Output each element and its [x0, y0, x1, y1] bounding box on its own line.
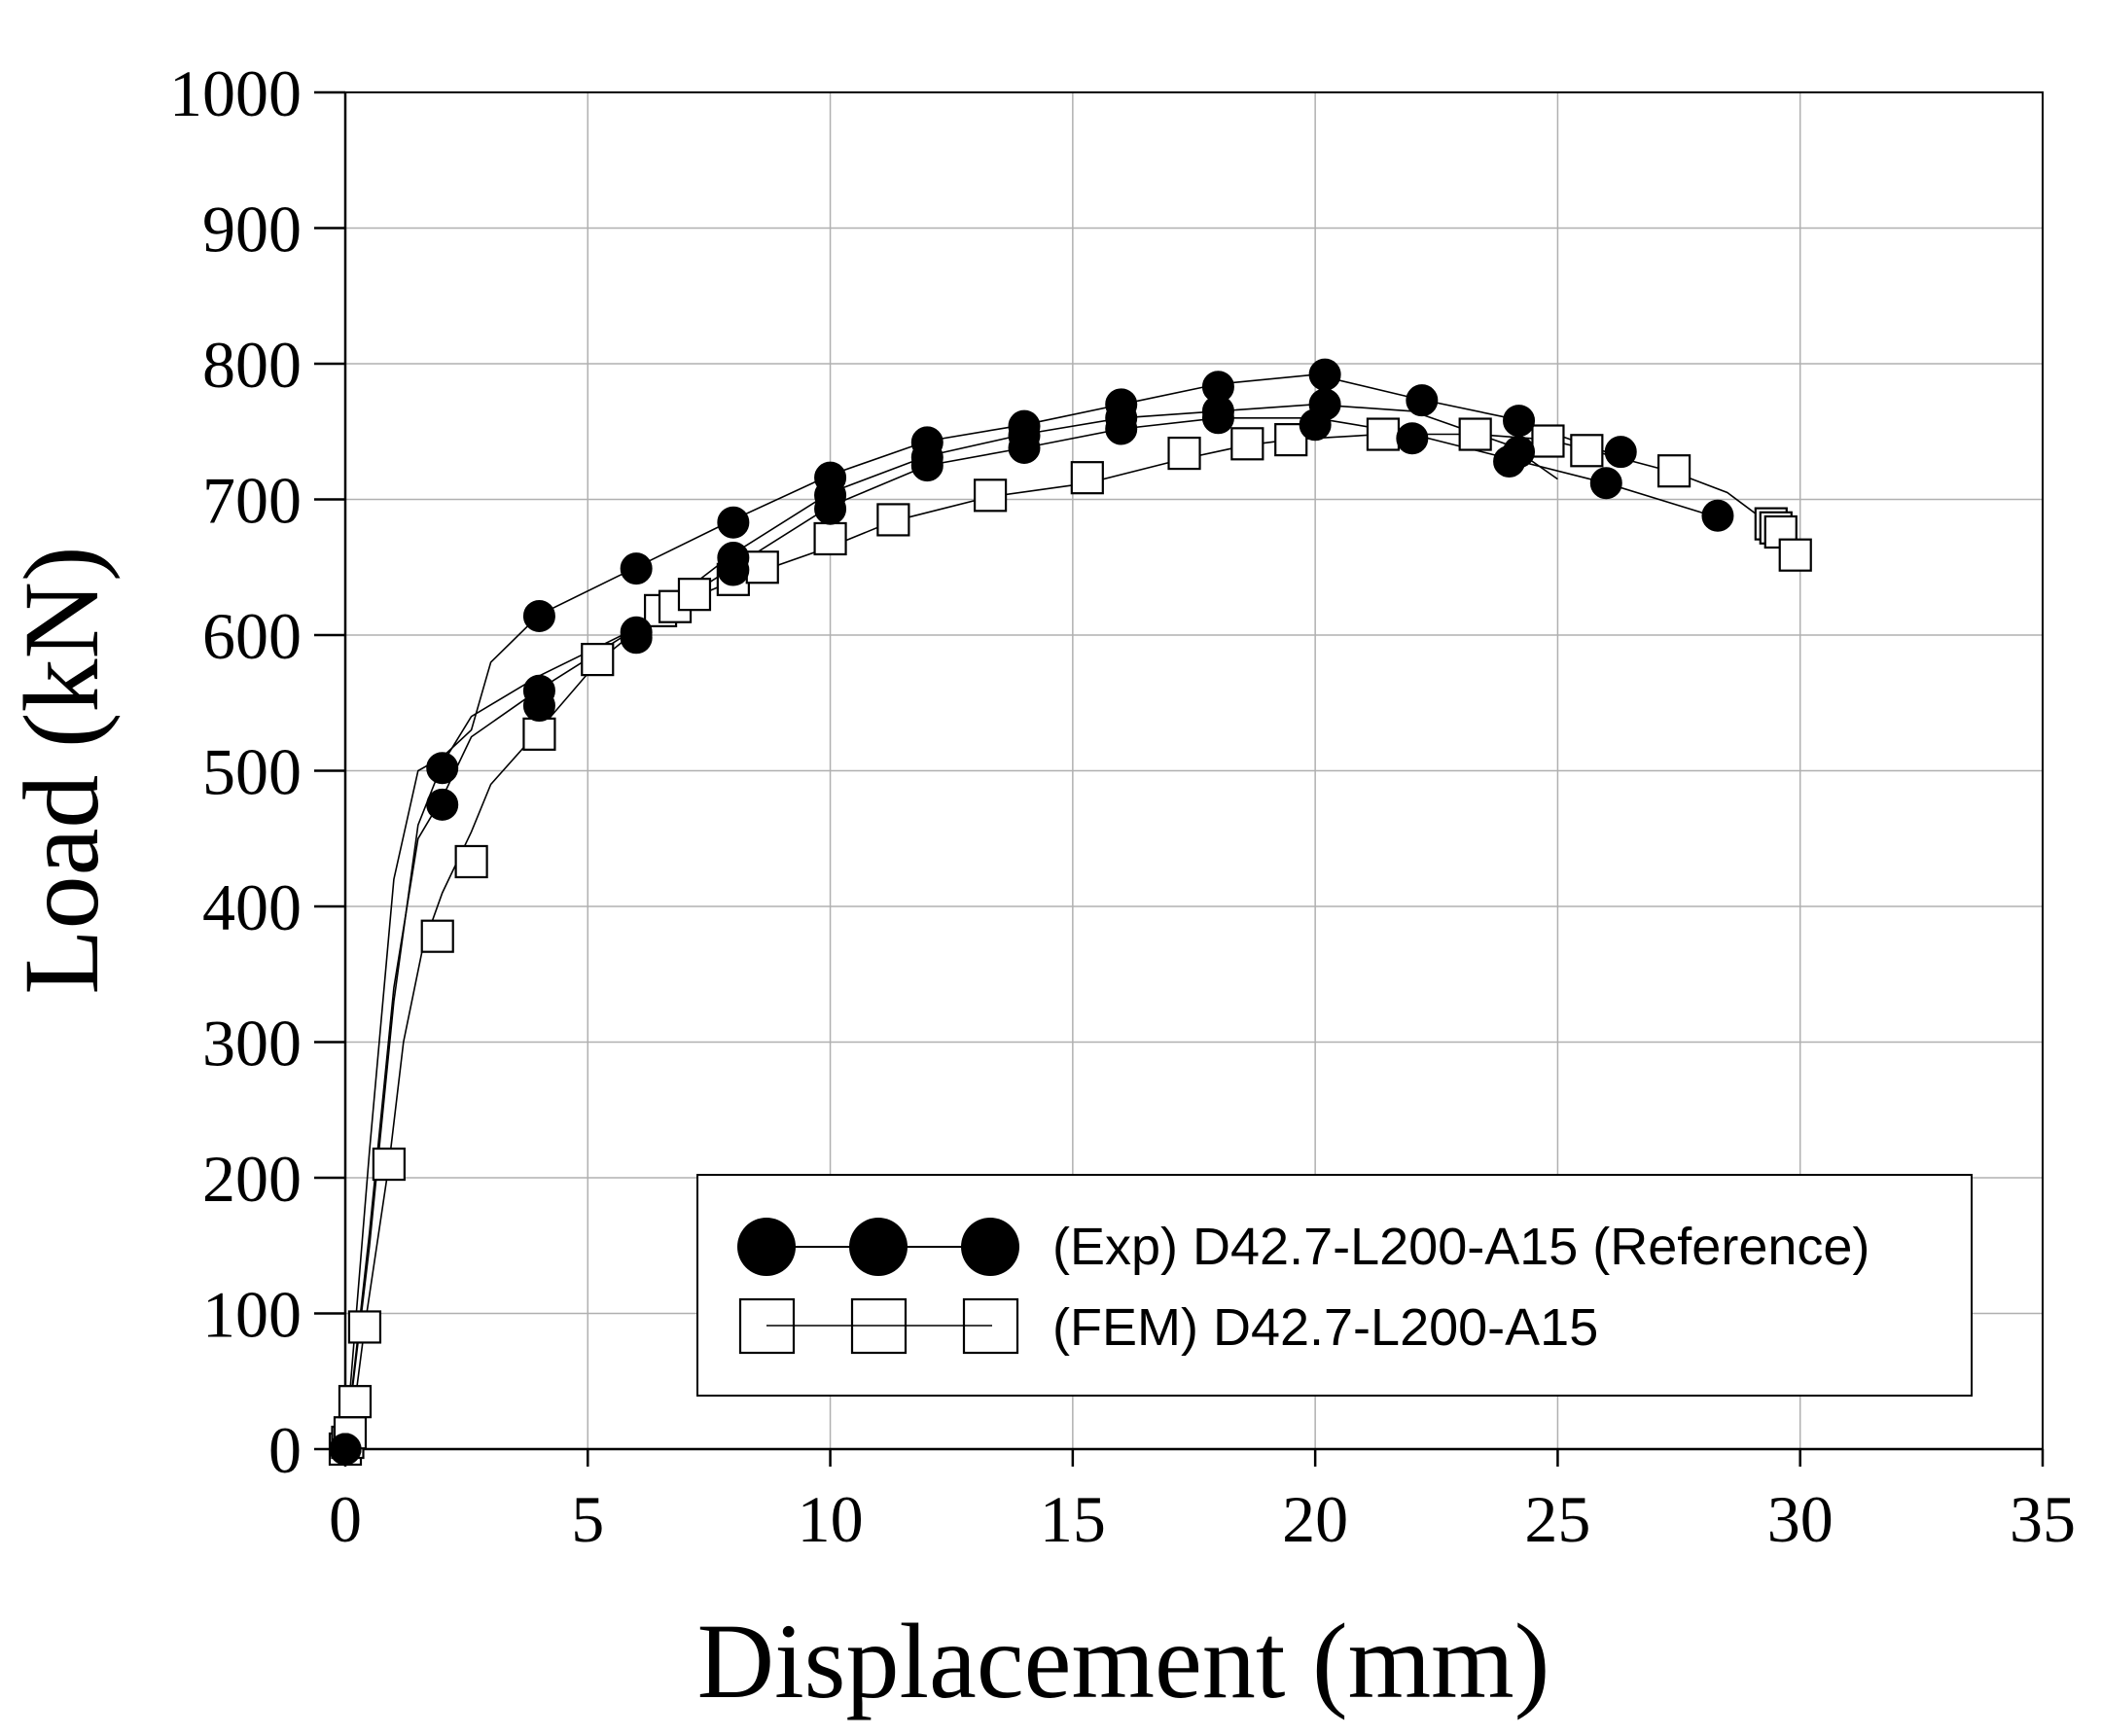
exp-data-point [814, 478, 847, 512]
fem-data-point [973, 478, 1008, 513]
fem-data-point [1656, 454, 1691, 488]
fem-data-point [745, 550, 779, 585]
fem-data-point [372, 1147, 406, 1182]
x-tick-label: 0 [329, 1482, 362, 1556]
fem-data-point [581, 643, 615, 677]
exp-data-point [1105, 402, 1138, 435]
exp-data-point [1308, 358, 1341, 391]
x-tick-label: 15 [1040, 1482, 1106, 1556]
exp-data-point [717, 506, 750, 539]
tick-labels: 0 5 10 15 20 25 30 35 0 100 200 300 400 500 600 700 800 9… [169, 56, 2076, 1556]
legend-entry-exp: (Exp) D42.7-L200-A15 (Reference) [737, 1218, 1870, 1276]
legend-box [696, 1174, 1973, 1397]
exp-data-point [1008, 419, 1041, 452]
exp-data-point [620, 616, 653, 649]
legend-fem-label: (FEM) D42.7-L200-A15 [1052, 1298, 1598, 1357]
exp-data-point [1406, 384, 1439, 417]
fem-data-point [454, 844, 488, 879]
legend-exp-marker [849, 1218, 908, 1276]
legend-fem-marker [850, 1297, 908, 1355]
fem-data-point [1167, 436, 1201, 471]
y-tick-label: 0 [268, 1413, 302, 1487]
exp-data-point [1589, 467, 1622, 500]
axes [314, 90, 2045, 1467]
y-tick-label: 800 [202, 328, 302, 402]
legend-exp-marker [737, 1218, 796, 1276]
legend-fem-marker [962, 1297, 1019, 1355]
x-tick-label: 30 [1767, 1482, 1834, 1556]
fem-data-point [1366, 417, 1401, 451]
exp-data-point [426, 788, 459, 821]
exp-data-point [1503, 405, 1536, 438]
legend: (Exp) D42.7-L200-A15 (Reference) (FEM) D… [696, 1174, 1973, 1397]
fem-data-point [677, 578, 712, 612]
exp-data-point [329, 1433, 362, 1466]
fem-data-point [1458, 417, 1492, 451]
fem-data-point [1230, 427, 1264, 461]
legend-exp-label: (Exp) D42.7-L200-A15 (Reference) [1052, 1218, 1870, 1276]
fem-data-point [338, 1385, 373, 1419]
fem-data-point [813, 521, 847, 556]
y-tick-label: 500 [202, 735, 302, 809]
fem-data-point [1570, 434, 1604, 468]
series-markers [328, 358, 1812, 1467]
y-tick-label: 100 [202, 1278, 302, 1352]
exp-data-point [1308, 388, 1341, 421]
x-tick-label: 25 [1524, 1482, 1590, 1556]
exp-data-point [1701, 499, 1734, 532]
exp-data-point [426, 752, 459, 785]
x-tick-label: 35 [2010, 1482, 2076, 1556]
exp-data-point [1503, 436, 1536, 469]
legend-entry-fem: (FEM) D42.7-L200-A15 [738, 1297, 1598, 1357]
exp-data-point [620, 552, 653, 585]
grid [344, 91, 2044, 1450]
fem-data-point [522, 717, 556, 751]
x-axis-title: Displacement (mm) [697, 1602, 1550, 1720]
exp-data-point [1201, 395, 1234, 428]
fem-data-point [1070, 461, 1104, 495]
y-tick-label: 900 [202, 193, 302, 266]
fem-data-point [876, 503, 910, 537]
y-axis-title: Load (kN) [2, 546, 121, 994]
x-tick-label: 5 [571, 1482, 604, 1556]
fem-data-point [1531, 424, 1565, 458]
exp-data-point [522, 599, 555, 632]
x-tick-label: 20 [1282, 1482, 1348, 1556]
y-tick-label: 600 [202, 599, 302, 673]
legend-fem-marker [738, 1297, 796, 1355]
fem-data-point [1778, 538, 1812, 572]
exp-data-point [717, 541, 750, 574]
fem-data-point [420, 919, 454, 953]
y-tick-label: 200 [202, 1142, 302, 1216]
exp-data-point [1604, 436, 1637, 469]
x-tick-label: 10 [798, 1482, 864, 1556]
exp-data-point [910, 441, 944, 474]
fem-data-point [347, 1310, 382, 1344]
exp-data-point [522, 674, 555, 707]
legend-exp-marker [961, 1218, 1019, 1276]
exp-data-point [1396, 422, 1429, 455]
y-tick-label: 1000 [169, 56, 302, 130]
y-tick-label: 700 [202, 464, 302, 538]
y-tick-label: 400 [202, 870, 302, 944]
y-tick-label: 300 [202, 1007, 302, 1081]
